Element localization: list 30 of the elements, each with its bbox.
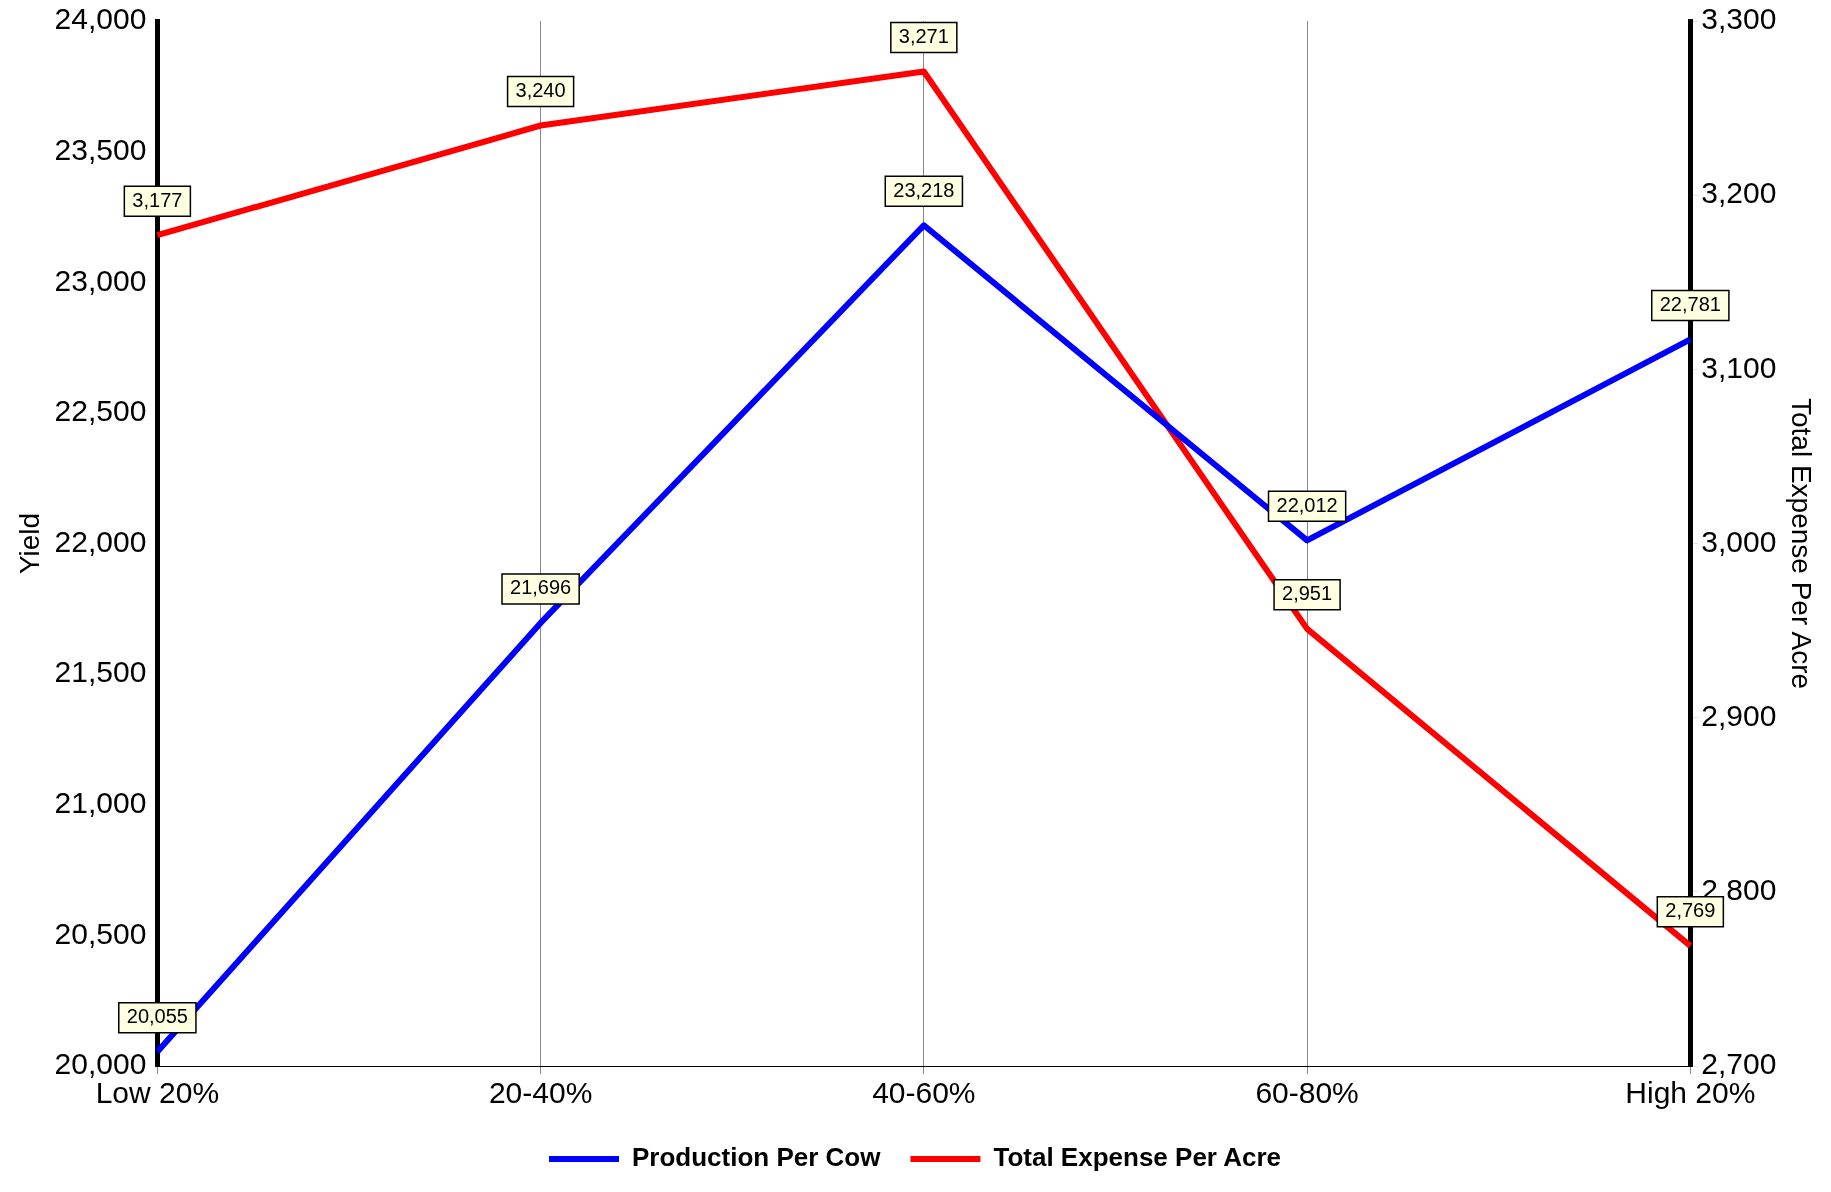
data-label: 22,781 [1659, 292, 1721, 315]
y2-tick-label: 3,100 [1701, 350, 1777, 384]
legend-label: Total Expense Per Acre [993, 1142, 1282, 1173]
y-tick-label: 23,000 [54, 263, 147, 297]
data-label: 21,696 [510, 576, 572, 599]
y2-axis-title: Total Expense Per Acre [1786, 397, 1818, 690]
data-label: 22,012 [1276, 493, 1338, 516]
y-tick-label: 22,500 [54, 394, 147, 428]
x-tick-label: 40-60% [872, 1076, 976, 1110]
y-tick-label: 22,000 [54, 524, 147, 558]
y-tick-label: 20,500 [54, 916, 147, 950]
y-tick-label: 21,500 [54, 655, 147, 689]
y2-tick-label: 3,000 [1701, 524, 1777, 558]
data-label: 3,177 [132, 188, 183, 211]
data-label: 2,951 [1282, 582, 1333, 605]
data-label: 3,271 [898, 25, 949, 48]
y2-tick-label: 2,900 [1701, 698, 1777, 732]
data-label: 23,218 [893, 178, 955, 201]
legend-label: Production Per Cow [632, 1142, 882, 1173]
y-tick-label: 21,000 [54, 786, 147, 820]
data-label: 3,240 [515, 79, 566, 102]
y2-tick-label: 3,300 [1701, 2, 1777, 36]
data-label: 20,055 [126, 1005, 188, 1028]
y-axis-title: Yield [13, 512, 45, 575]
x-tick-label: 20-40% [488, 1076, 593, 1110]
y-tick-label: 24,000 [54, 2, 147, 36]
y2-tick-label: 2,700 [1701, 1047, 1777, 1081]
x-tick-label: 60-80% [1255, 1076, 1359, 1110]
y-tick-label: 23,500 [54, 132, 147, 166]
y2-tick-label: 3,200 [1701, 176, 1777, 210]
